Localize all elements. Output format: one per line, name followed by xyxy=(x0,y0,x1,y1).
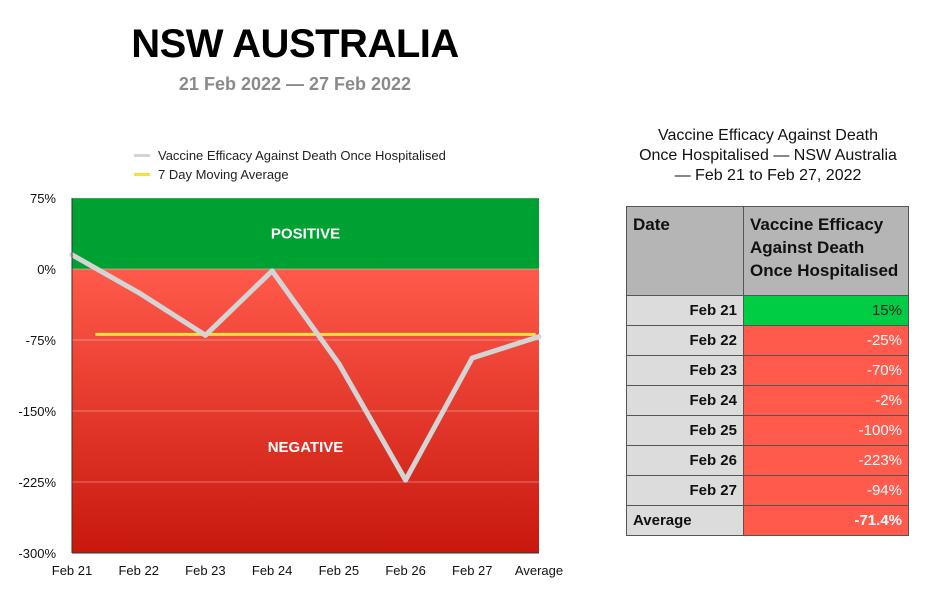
x-tick-label: Feb 23 xyxy=(185,563,225,578)
page-title: NSW AUSTRALIA xyxy=(131,22,459,66)
efficacy-line-chart: POSITIVE NEGATIVE 75% 0% -75% -150% -225% -30… xyxy=(18,191,563,578)
x-tick-label: Feb 26 xyxy=(385,563,425,578)
value-cell: -223% xyxy=(743,445,909,476)
value-cell: -2% xyxy=(743,385,909,416)
x-tick-label: Feb 24 xyxy=(252,563,292,578)
data-point xyxy=(202,332,208,338)
table-title-line: Once Hospitalised — NSW Australia xyxy=(639,147,897,164)
positive-region-label: POSITIVE xyxy=(271,226,340,243)
date-cell: Feb 21 xyxy=(626,295,744,326)
y-tick-label: -75% xyxy=(26,333,57,348)
x-tick-label: Feb 25 xyxy=(319,563,359,578)
y-tick-label: 75% xyxy=(30,191,56,206)
legend-swatch-efficacy xyxy=(134,154,150,157)
date-range-subtitle: 21 Feb 2022 — 27 Feb 2022 xyxy=(178,74,412,94)
date-cell: Feb 26 xyxy=(626,445,744,476)
legend-label-efficacy: Vaccine Efficacy Against Death Once Hosp… xyxy=(158,148,446,163)
table-row: Feb 25 -100% xyxy=(626,415,909,446)
date-cell: Feb 27 xyxy=(626,475,744,506)
y-tick-label: -150% xyxy=(18,404,56,419)
table-title-line: Vaccine Efficacy Against Death xyxy=(658,127,878,144)
x-tick-label: Feb 21 xyxy=(52,563,92,578)
y-tick-label: 0% xyxy=(37,262,56,277)
efficacy-table: Date Vaccine Efficacy Against Death Once… xyxy=(626,206,909,536)
value-cell: -94% xyxy=(743,475,909,506)
date-cell: Feb 25 xyxy=(626,415,744,446)
value-cell: -70% xyxy=(743,355,909,386)
value-cell: -25% xyxy=(743,325,909,356)
data-point xyxy=(136,290,142,296)
positive-region xyxy=(72,198,539,269)
table-title-line: — Feb 21 to Feb 27, 2022 xyxy=(674,167,862,184)
x-tick-label: Feb 27 xyxy=(452,563,492,578)
table-row: Feb 23 -70% xyxy=(626,355,909,386)
date-cell: Feb 22 xyxy=(626,325,744,356)
date-cell: Average xyxy=(626,505,744,536)
legend-item-moving-average: 7 Day Moving Average xyxy=(134,165,446,184)
table-row: Feb 26 -223% xyxy=(626,445,909,476)
x-tick-label: Feb 22 xyxy=(118,563,158,578)
column-header-efficacy: Vaccine Efficacy Against Death Once Hosp… xyxy=(743,206,909,296)
legend-item-efficacy: Vaccine Efficacy Against Death Once Hosp… xyxy=(134,146,446,165)
chart-legend: Vaccine Efficacy Against Death Once Hosp… xyxy=(134,146,446,184)
efficacy-series-line xyxy=(69,252,542,483)
value-cell: 15% xyxy=(743,295,909,326)
table-row: Feb 22 -25% xyxy=(626,325,909,356)
negative-region-label: NEGATIVE xyxy=(268,439,344,456)
data-point xyxy=(403,477,409,483)
legend-label-moving-average: 7 Day Moving Average xyxy=(158,167,289,182)
data-point xyxy=(469,355,475,361)
y-tick-label: -225% xyxy=(18,475,56,490)
value-cell: -71.4% xyxy=(743,505,909,536)
value-cell: -100% xyxy=(743,415,909,446)
table-header-row: Date Vaccine Efficacy Against Death Once… xyxy=(626,206,909,296)
date-cell: Feb 24 xyxy=(626,385,744,416)
table-row: Feb 21 15% xyxy=(626,295,909,326)
data-point xyxy=(336,361,342,367)
y-tick-label: -300% xyxy=(18,546,56,561)
table-average-row: Average -71.4% xyxy=(626,505,909,536)
legend-swatch-moving-average xyxy=(134,173,150,176)
date-cell: Feb 23 xyxy=(626,355,744,386)
table-title: Vaccine Efficacy Against Death Once Hosp… xyxy=(610,126,926,186)
table-row: Feb 24 -2% xyxy=(626,385,909,416)
column-header-date: Date xyxy=(626,206,744,296)
x-tick-label: Average xyxy=(515,563,563,578)
table-row: Feb 27 -94% xyxy=(626,475,909,506)
data-point xyxy=(536,334,542,340)
data-point xyxy=(269,268,275,274)
